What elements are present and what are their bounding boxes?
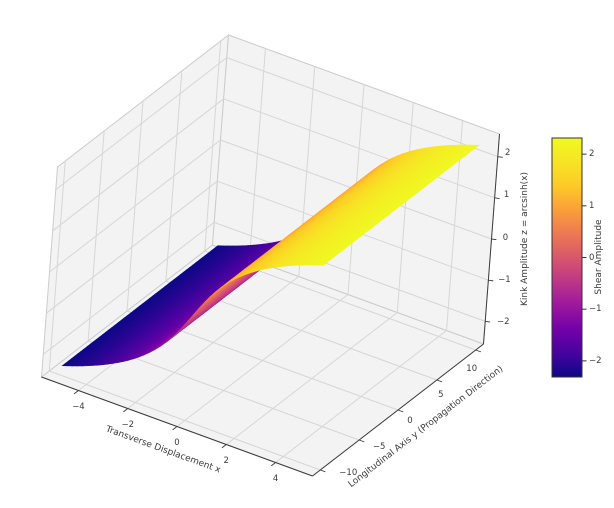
figure: −4 −2 0 2 4 −10 −5 0 5 10 −2 −1 0 1 2 Tr… — [0, 0, 614, 508]
surface-plot-canvas — [0, 0, 614, 508]
